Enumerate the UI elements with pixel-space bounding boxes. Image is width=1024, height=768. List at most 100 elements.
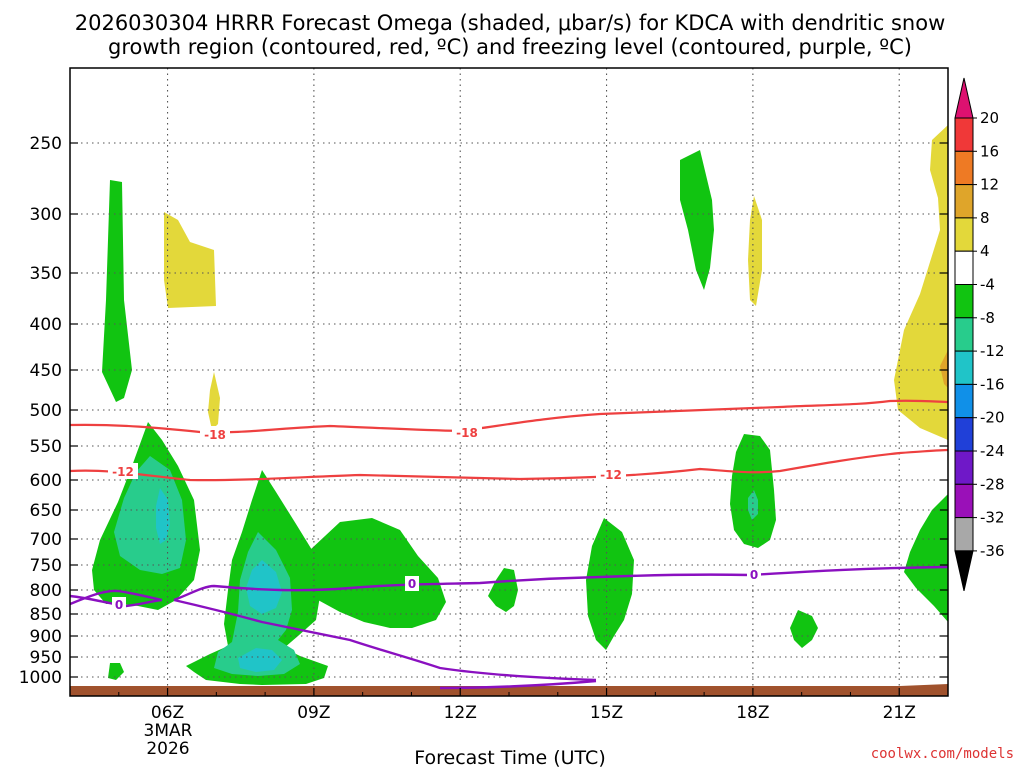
colorbar-swatch <box>954 250 974 285</box>
colorbar-label: -4 <box>980 276 995 294</box>
colorbar-label: 12 <box>980 176 999 194</box>
contour-0-bottom <box>439 679 597 690</box>
colorbar-arrow-bottom <box>954 550 974 592</box>
colorbar-swatch <box>954 150 974 186</box>
y-tick-label: 950 <box>30 648 62 668</box>
chart-title-line-1: 2026030304 HRRR Forecast Omega (shaded, … <box>75 11 946 35</box>
contour-label-minus-18-a: -18 <box>204 428 226 442</box>
x-date-month: 3MAR <box>144 721 193 741</box>
contour-label-bg <box>200 426 230 442</box>
y-tick-label: 300 <box>30 205 62 225</box>
colorbar-swatch <box>954 417 974 452</box>
colorbar-swatch <box>954 117 974 152</box>
y-tick-label: 750 <box>30 556 62 576</box>
omega-area-green <box>102 180 132 402</box>
colorbar-arrow-top <box>954 77 974 119</box>
colorbar-swatch <box>954 217 974 252</box>
omega-area-cyan <box>238 648 282 672</box>
omega-area-green <box>730 434 776 548</box>
terrain-ground-edge <box>70 684 948 696</box>
colorbar-swatch <box>954 317 974 352</box>
plot-grid <box>70 68 948 696</box>
contour-label-zero-b: 0 <box>408 577 416 591</box>
y-axis: 2503003504004505005506006507007508008509… <box>19 134 948 688</box>
colorbar-label: -32 <box>980 509 1005 527</box>
x-tick-label: 18Z <box>736 703 769 723</box>
colorbar-label: -12 <box>980 342 1005 360</box>
colorbar-swatch <box>954 350 974 385</box>
contour-label-bg <box>596 466 626 482</box>
omega-area-yellow <box>894 125 948 440</box>
colorbar-label: -36 <box>980 542 1005 560</box>
site-credit: coolwx.com/models <box>871 746 1014 762</box>
y-tick-label: 900 <box>30 627 62 647</box>
colorbar-swatch <box>954 483 974 519</box>
omega-area-yellow <box>164 212 216 308</box>
y-tick-label: 700 <box>30 530 62 550</box>
x-tick-label: 21Z <box>883 703 916 723</box>
omega-area-teal <box>748 490 758 520</box>
contour-label-zero-a: 0 <box>115 598 123 612</box>
contour-0-descending <box>173 598 597 682</box>
contour-label-bg <box>405 576 419 591</box>
x-axis: 06Z 09Z 12Z 15Z 18Z 21Z <box>118 688 916 723</box>
contour-0-main <box>173 565 949 602</box>
chart-title-line-2: growth region (contoured, red, ºC) and f… <box>108 35 912 59</box>
contour-label-bg <box>747 567 761 582</box>
y-tick-label: 400 <box>30 315 62 335</box>
colorbar-label: 16 <box>980 142 999 160</box>
omega-area-green <box>680 150 714 290</box>
contour-labels: -18 -18 -12 -12 0 0 0 <box>108 424 761 612</box>
y-tick-label: 800 <box>30 581 62 601</box>
y-tick-label: 550 <box>30 437 62 457</box>
colorbar-label: -20 <box>980 409 1005 427</box>
omega-area-yellow <box>748 196 762 306</box>
omega-area-green <box>904 494 948 622</box>
x-tick-label: 06Z <box>151 703 184 723</box>
omega-area-orange <box>940 350 948 388</box>
colorbar-label: -8 <box>980 309 995 327</box>
omega-area-green <box>586 518 634 650</box>
y-tick-label: 650 <box>30 501 62 521</box>
colorbar-swatch <box>954 383 974 419</box>
contour-label-minus-18-b: -18 <box>456 426 478 440</box>
omega-area-green <box>310 518 446 628</box>
contour-label-minus-12-a: -12 <box>112 465 134 479</box>
y-tick-label: 250 <box>30 134 62 154</box>
omega-shading <box>92 125 948 685</box>
y-tick-label: 600 <box>30 471 62 491</box>
omega-area-teal <box>114 456 186 574</box>
omega-area-cyan <box>156 488 170 544</box>
x-tick-label: 12Z <box>444 703 477 723</box>
contour-label-bg <box>112 597 126 612</box>
contour-label-bg <box>108 463 138 479</box>
y-tick-label: 850 <box>30 605 62 625</box>
colorbar-label: -16 <box>980 375 1005 393</box>
x-tick-label: 15Z <box>590 703 623 723</box>
y-tick-label: 450 <box>30 361 62 381</box>
colorbar-swatch <box>954 284 974 319</box>
omega-area-green <box>108 663 124 680</box>
colorbar-label: -28 <box>980 475 1005 493</box>
y-tick-label: 500 <box>30 401 62 421</box>
contour-label-bg <box>452 424 482 440</box>
x-tick-label: 09Z <box>297 703 330 723</box>
y-tick-label: 350 <box>30 264 62 284</box>
freezing-level-contours <box>69 565 949 690</box>
colorbar-swatch <box>954 517 974 552</box>
x-date-year: 2026 <box>146 739 189 759</box>
plot-area: -18 -18 -12 -12 0 0 0 <box>69 67 949 697</box>
x-axis-label: Forecast Time (UTC) <box>414 747 605 768</box>
colorbar-label: 8 <box>980 209 990 227</box>
colorbar-label: -24 <box>980 442 1005 460</box>
omega-area-green <box>488 568 518 612</box>
colorbar-label: 4 <box>980 242 990 260</box>
y-tick-label: 1000 <box>19 668 62 688</box>
colorbar-swatch <box>954 450 974 485</box>
omega-area-cyan <box>246 560 282 614</box>
omega-area-yellow <box>208 372 220 430</box>
contour-label-zero-c: 0 <box>750 568 758 582</box>
contour-label-minus-12-b: -12 <box>600 468 622 482</box>
contour-minus-12 <box>69 448 949 482</box>
